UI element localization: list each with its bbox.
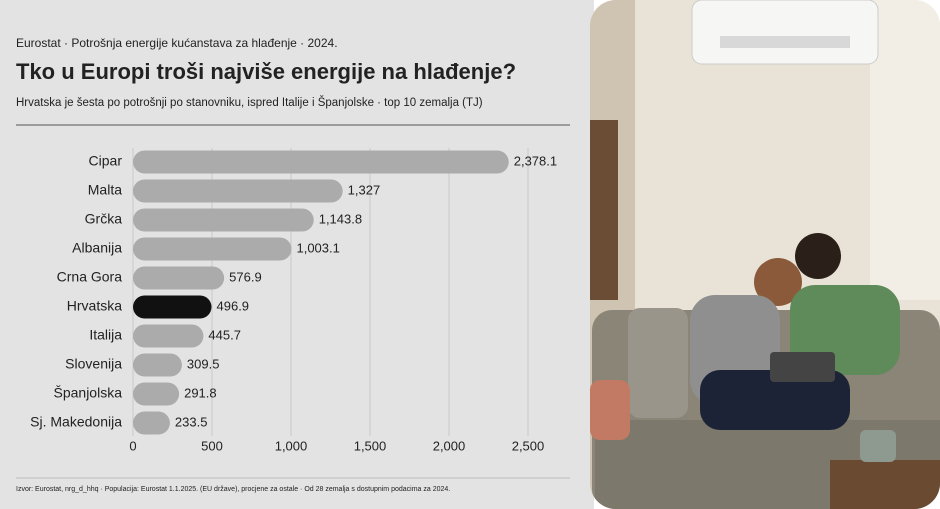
x-tick-label: 2,000 [433, 438, 466, 453]
y-tick-label: Albanija [72, 240, 122, 256]
value-label: 576.9 [229, 269, 262, 284]
x-tick-label: 500 [201, 438, 223, 453]
x-tick-label: 2,500 [512, 438, 545, 453]
y-tick-label: Hrvatska [67, 298, 122, 314]
y-tick-label: Cipar [89, 153, 123, 169]
x-tick-label: 0 [129, 438, 136, 453]
y-tick-label: Španjolska [54, 385, 123, 401]
value-label: 233.5 [175, 414, 208, 429]
bar [133, 411, 170, 435]
bar [133, 382, 180, 406]
photo [590, 0, 940, 509]
y-tick-label: Grčka [85, 211, 123, 227]
bar [133, 324, 204, 348]
subtitle: Hrvatska je šesta po potrošnji po stanov… [16, 96, 483, 109]
bar [133, 237, 292, 261]
value-label: 1,003.1 [296, 240, 339, 255]
bar [133, 266, 225, 290]
y-tick-label: Italija [89, 327, 122, 343]
kicker: Eurostat · Potrošnja energije kućanstava… [16, 36, 338, 50]
x-tick-label: 1,000 [275, 438, 308, 453]
bar [133, 353, 182, 377]
y-tick-label: Slovenija [65, 356, 122, 372]
value-label: 1,327 [348, 182, 381, 197]
bar [133, 150, 509, 174]
bar [133, 208, 314, 232]
panel [0, 0, 594, 509]
value-label: 1,143.8 [319, 211, 362, 226]
value-label: 309.5 [187, 356, 220, 371]
y-tick-label: Malta [88, 182, 122, 198]
value-label: 445.7 [208, 327, 241, 342]
bar [133, 295, 212, 319]
y-tick-label: Crna Gora [57, 269, 123, 285]
plot: 0 500 1,000 1,500 2,000 2,500 Cipar 2,378.1 Malt… [30, 148, 557, 453]
chart-title: Tko u Europi troši najviše energije na h… [16, 59, 516, 84]
value-label: 496.9 [217, 298, 250, 313]
y-tick-label: Sj. Makedonija [30, 414, 122, 430]
source-note: Izvor: Eurostat, nrg_d_hhq · Populacija:… [16, 486, 450, 493]
bar [133, 179, 343, 203]
value-label: 2,378.1 [514, 153, 557, 168]
value-label: 291.8 [184, 385, 217, 400]
x-tick-label: 1,500 [354, 438, 387, 453]
